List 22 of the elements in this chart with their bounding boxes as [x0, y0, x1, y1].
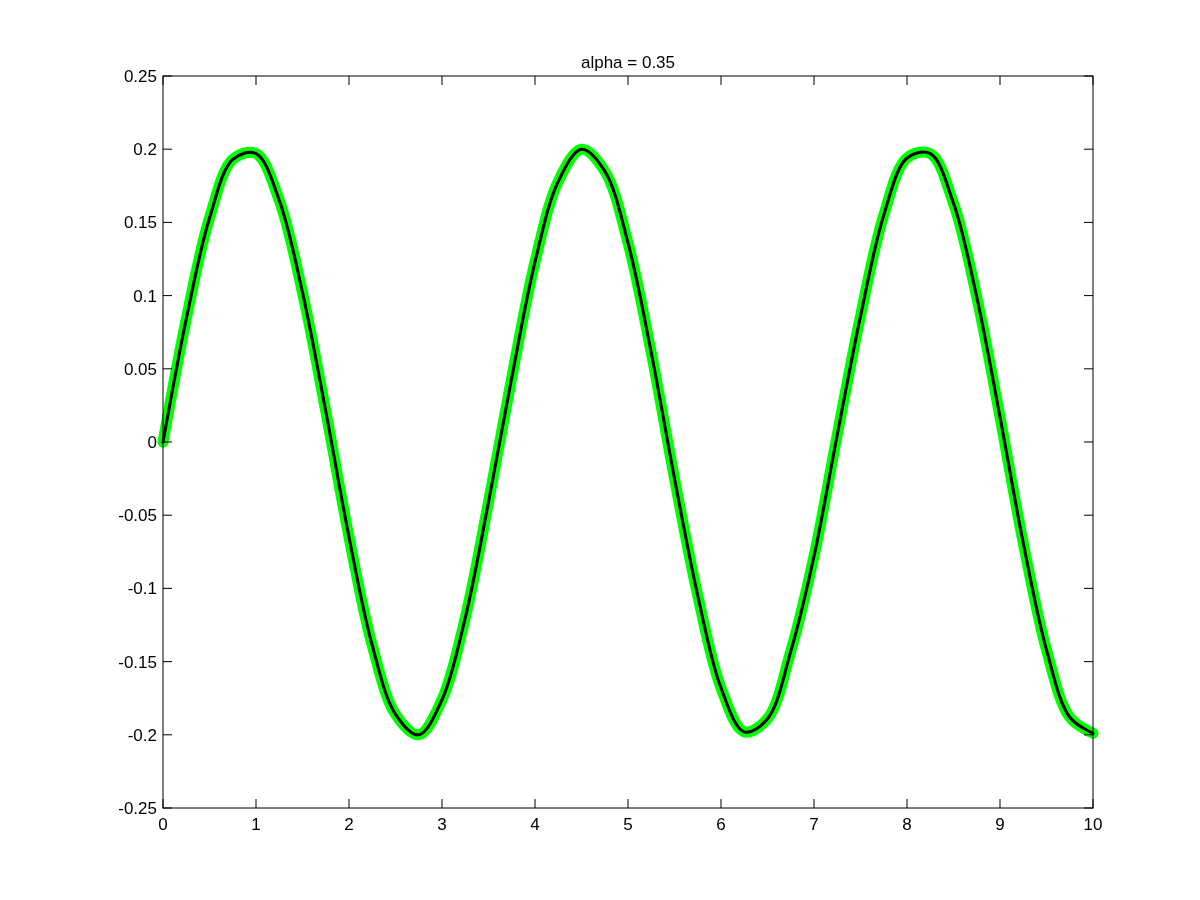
x-tick-label: 9 — [995, 815, 1005, 834]
y-tick-label: 0.2 — [133, 140, 157, 160]
x-tick-label: 4 — [530, 815, 540, 834]
y-tick-label: -0.15 — [118, 652, 157, 672]
y-tick-label: 0.1 — [133, 286, 157, 306]
x-tick-label: 5 — [623, 815, 633, 834]
x-tick-label: 6 — [716, 815, 726, 834]
y-tick-label: 0 — [147, 433, 157, 452]
x-tick-label: 10 — [1083, 815, 1103, 834]
y-tick-label: 0.05 — [123, 359, 157, 379]
y-tick-label: 0.15 — [123, 213, 157, 233]
x-tick-label: 2 — [344, 815, 354, 834]
y-tick-label: -0.05 — [118, 506, 157, 526]
x-tick-label: 8 — [902, 815, 912, 834]
y-tick-label: 0.25 — [123, 67, 157, 86]
y-tick-label: -0.2 — [127, 725, 157, 745]
y-tick-label: -0.25 — [118, 799, 157, 818]
x-tick-label: 1 — [251, 815, 261, 834]
chart-title: alpha = 0.35 — [580, 53, 676, 72]
x-tick-label: 7 — [809, 815, 819, 834]
y-tick-label: -0.1 — [127, 579, 157, 599]
x-tick-label: 3 — [437, 815, 447, 834]
